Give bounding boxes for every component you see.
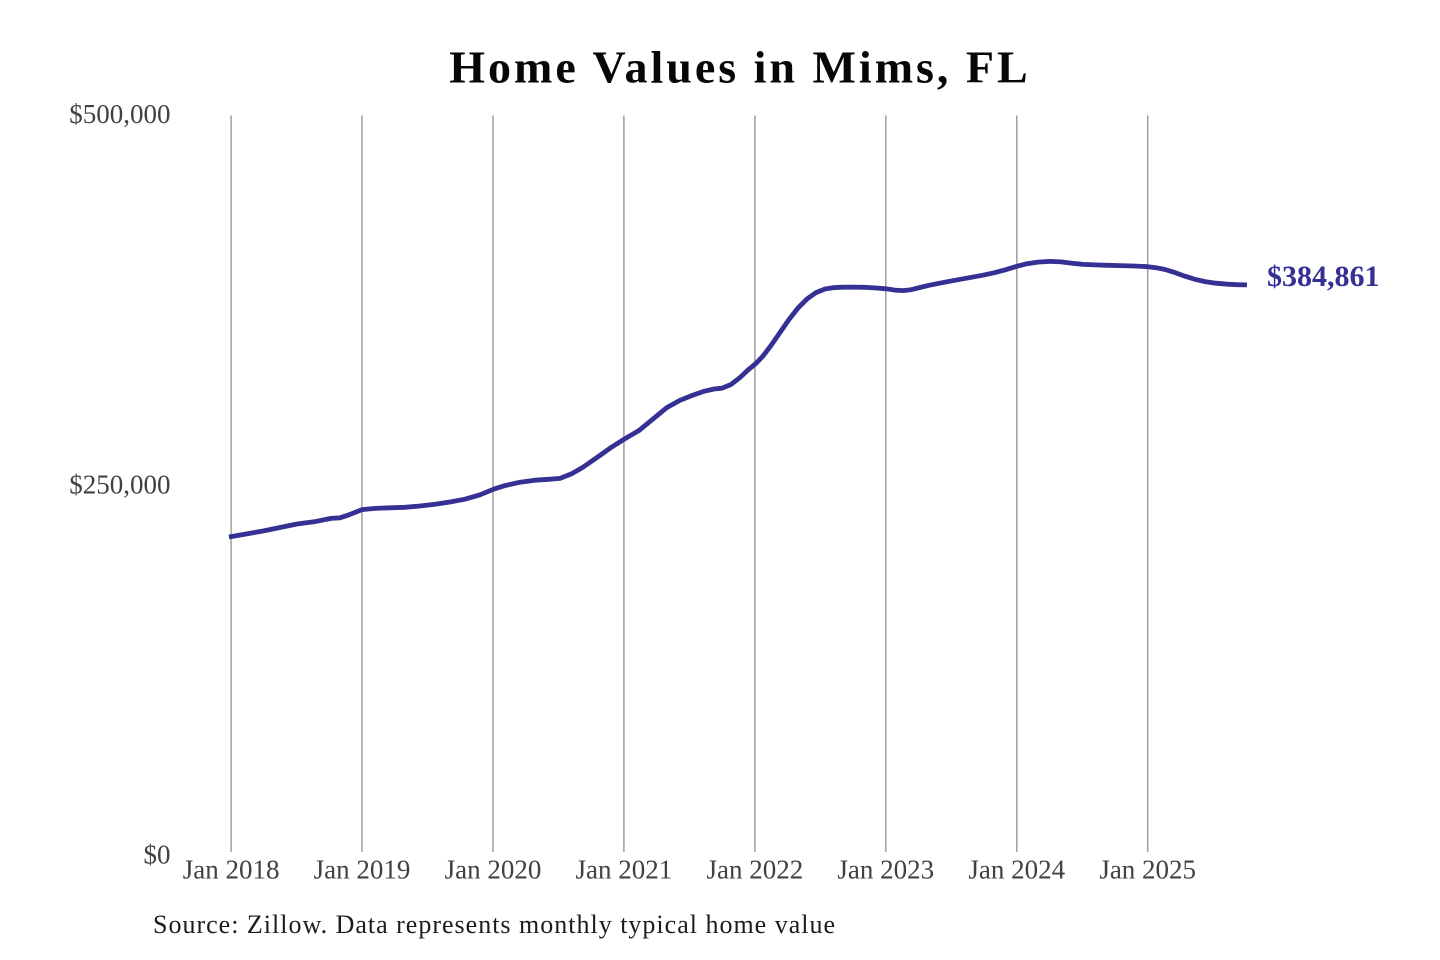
- svg-text:Source: Zillow. Data represent: Source: Zillow. Data represents monthly …: [153, 910, 836, 939]
- svg-text:Jan 2022: Jan 2022: [707, 855, 804, 885]
- svg-text:$0: $0: [144, 840, 171, 870]
- svg-text:Jan 2025: Jan 2025: [1099, 855, 1196, 885]
- svg-text:Jan 2023: Jan 2023: [837, 855, 934, 885]
- svg-text:Jan 2021: Jan 2021: [576, 855, 673, 885]
- svg-text:$250,000: $250,000: [69, 469, 170, 499]
- svg-text:Jan 2020: Jan 2020: [445, 855, 542, 885]
- svg-text:$384,861: $384,861: [1267, 260, 1380, 293]
- svg-text:Jan 2024: Jan 2024: [968, 855, 1065, 885]
- svg-text:$500,000: $500,000: [69, 99, 170, 129]
- svg-text:Jan 2019: Jan 2019: [314, 855, 411, 885]
- svg-text:Jan 2018: Jan 2018: [183, 855, 280, 885]
- svg-text:Home Values in Mims, FL: Home Values in Mims, FL: [449, 42, 1030, 93]
